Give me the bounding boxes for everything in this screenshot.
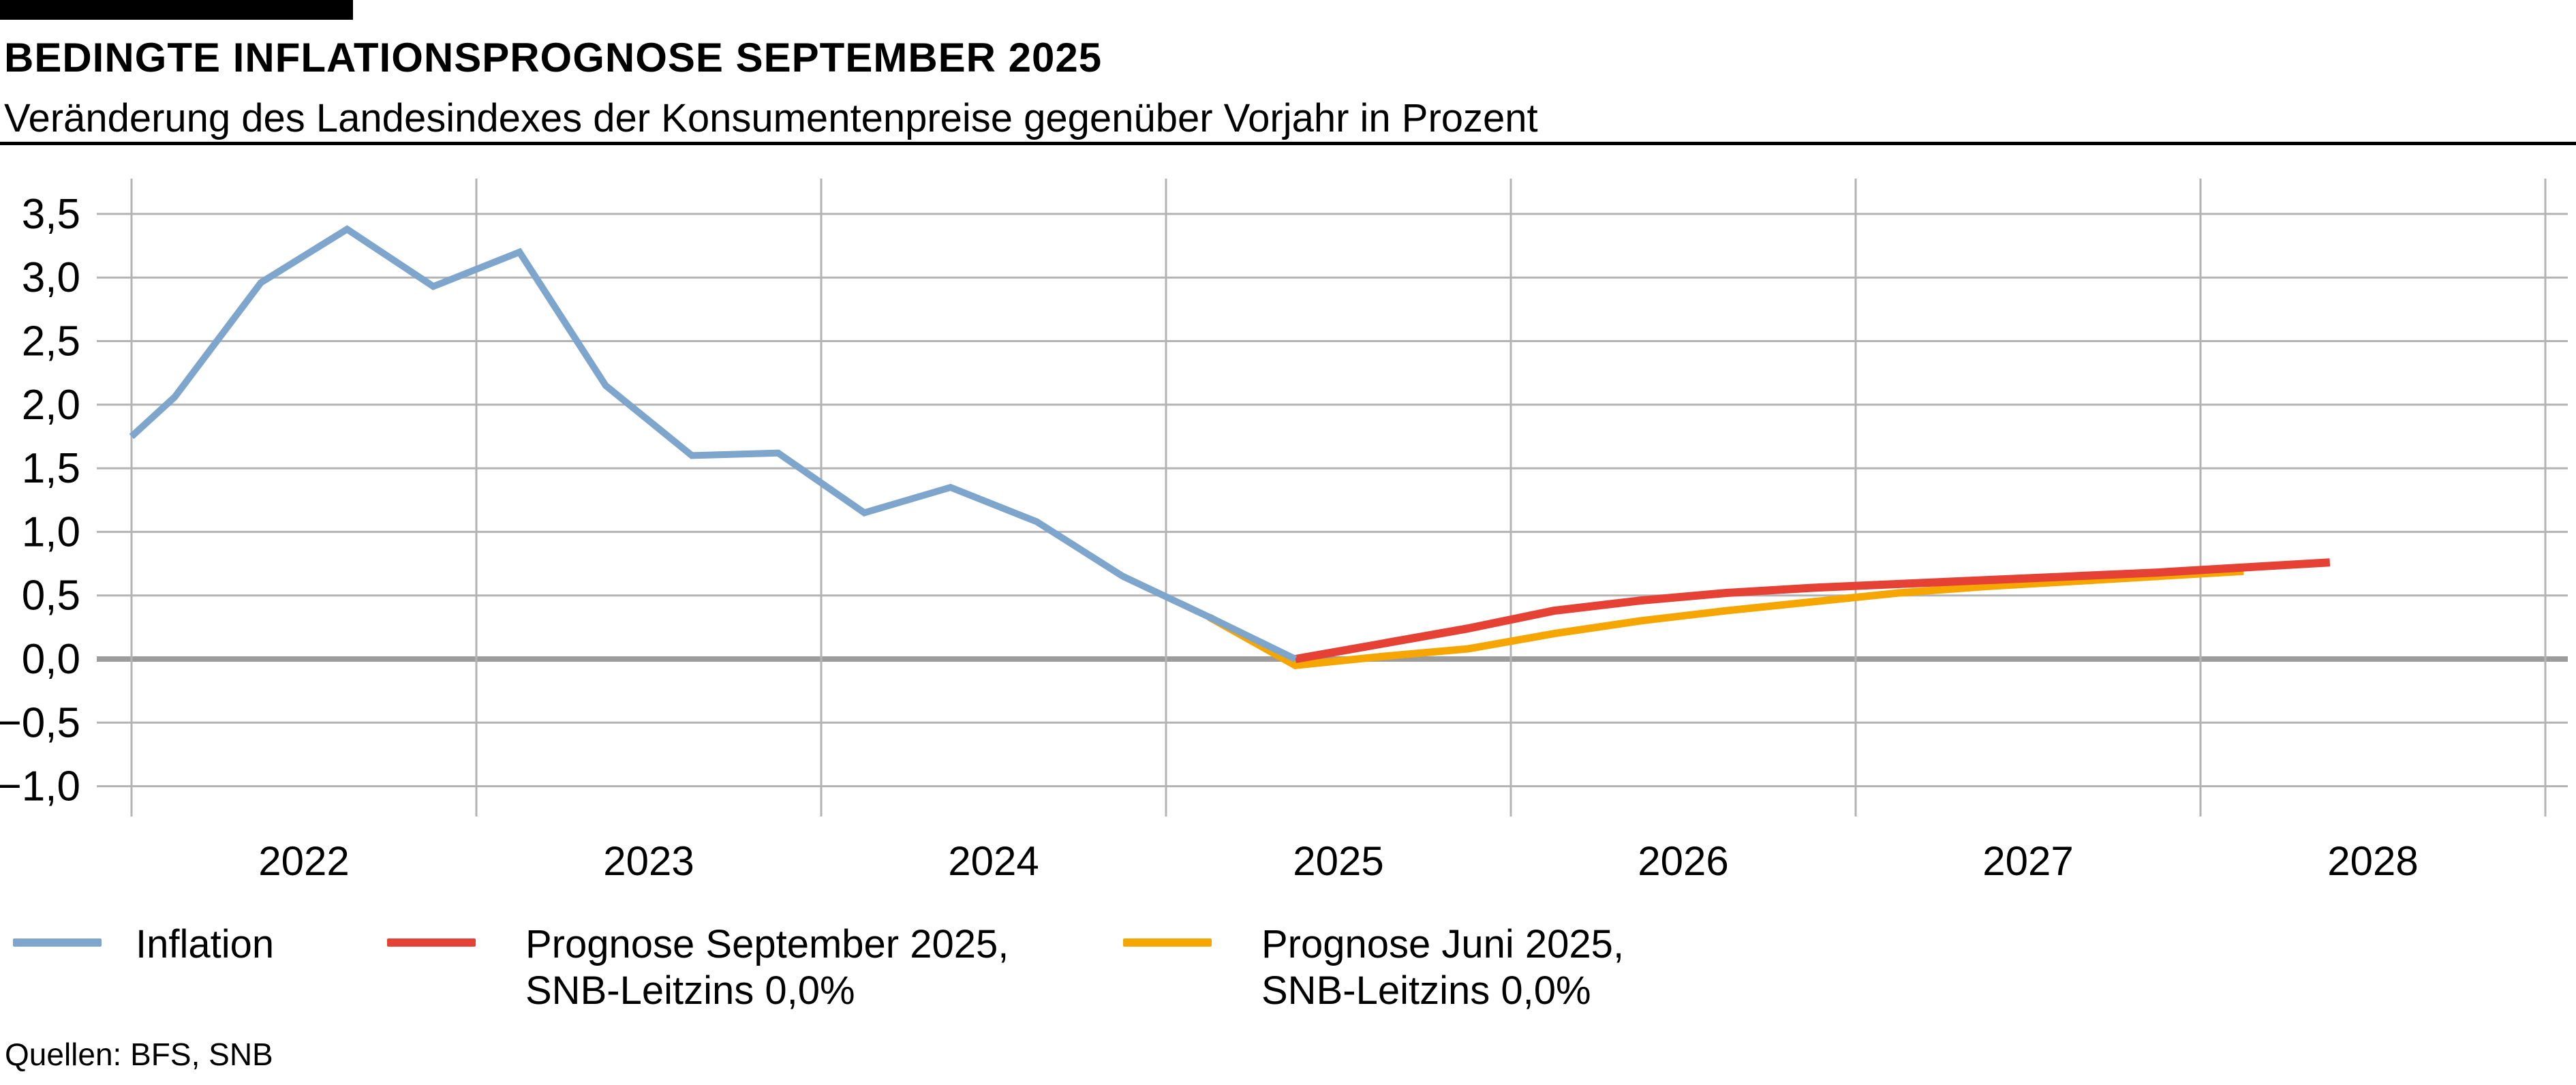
forecast-june-line-swatch [1123,938,1212,947]
chart-legend: Inflation Prognose September 2025, SNB-L… [0,921,2576,1030]
x-axis-year-label: 2028 [2327,838,2418,884]
legend-label-line: SNB-Leitzins 0,0% [1261,968,1591,1013]
series-line-forecast_june [1207,567,2244,669]
source-note: Quellen: BFS, SNB [5,1037,273,1072]
series-line-inflation [129,225,1297,662]
y-axis-tick-label: 1,0 [22,508,80,555]
legend-label-forecast-september: Prognose September 2025, SNB-Leitzins 0,… [525,921,1009,1014]
x-axis-year-label: 2022 [258,838,349,884]
y-axis-tick-label: 3,0 [22,254,80,301]
series-line-forecast_september [1294,558,2331,663]
header-accent-bar [0,0,353,20]
y-axis-tick-label: 0,5 [22,572,80,620]
y-axis-tick-label: 2,5 [22,318,80,365]
y-axis-tick-label: 0,0 [22,636,80,683]
legend-label-line: Prognose Juni 2025, [1261,922,1625,966]
y-axis-tick-label: 1,5 [22,445,80,492]
legend-label-line: SNB-Leitzins 0,0% [525,968,855,1013]
inflation-line-swatch [13,938,102,947]
header-rule [0,142,2576,145]
legend-label-line: Prognose September 2025, [525,922,1009,966]
legend-label-line: Inflation [136,922,275,966]
y-axis-tick-label: 3,5 [22,191,80,238]
y-axis-tick-label: 2,0 [22,382,80,429]
page-title: BEDINGTE INFLATIONSPROGNOSE SEPTEMBER 20… [4,35,1103,80]
page-subtitle: Veränderung des Landesindexes der Konsum… [4,96,1538,140]
x-axis-year-label: 2025 [1293,838,1383,884]
x-axis-year-label: 2023 [603,838,694,884]
y-axis-tick-label: −1,0 [0,763,80,810]
y-axis-tick-label: −0,5 [0,699,80,746]
legend-label-forecast-june: Prognose Juni 2025, SNB-Leitzins 0,0% [1261,921,1624,1014]
x-axis-year-label: 2024 [948,838,1039,884]
legend-label-inflation: Inflation [136,921,274,968]
forecast-september-line-swatch [387,938,476,947]
x-axis-year-label: 2026 [1638,838,1728,884]
x-axis-year-label: 2027 [1982,838,2073,884]
